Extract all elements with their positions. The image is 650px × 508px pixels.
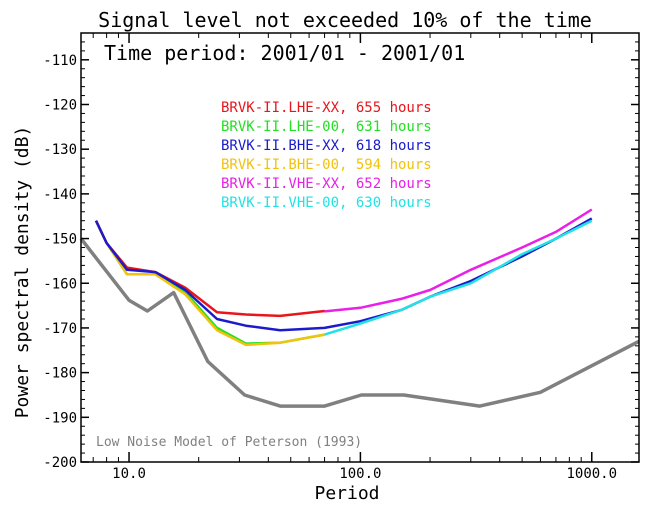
series-line-brvk-ii-vhe-00 — [324, 219, 593, 336]
x-tick-label: 100.0 — [339, 466, 381, 482]
legend-entry: BRVK-II.BHE-XX, 618 hours — [221, 138, 432, 154]
x-tick-label: 1000.0 — [566, 466, 617, 482]
plot-frame — [80, 32, 640, 463]
y-tick-label: -140 — [43, 187, 77, 203]
series-line-brvk-ii-vhe-xx — [324, 208, 593, 313]
plot-area — [79, 208, 640, 408]
series-line-brvk-ii-lhe-00 — [94, 220, 325, 345]
legend-entry: BRVK-II.BHE-00, 594 hours — [221, 157, 432, 173]
y-tick-label: -110 — [43, 53, 77, 69]
chart-title: Signal level not exceeded 10% of the tim… — [98, 8, 592, 32]
y-tick-label: -180 — [43, 366, 77, 382]
y-axis: -200 -190 -180 -170 -160 -150 -140 -130 -120 -110 — [43, 32, 639, 471]
y-axis-label: Power spectral density (dB) — [12, 126, 33, 419]
legend-entry: BRVK-II.VHE-XX, 652 hours — [221, 176, 432, 192]
series-line-brvk-ii-bhe-00 — [94, 220, 325, 347]
y-tick-label: -130 — [43, 142, 77, 158]
x-tick-label: 10.0 — [112, 466, 146, 482]
y-tick-label: -120 — [43, 98, 77, 114]
chart-subtitle: Time period: 2001/01 - 2001/01 — [104, 41, 465, 65]
legend: BRVK-II.LHE-XX, 655 hours BRVK-II.LHE-00,… — [221, 100, 432, 211]
x-axis: 10.0 100.0 1000.0 — [92, 33, 617, 482]
y-tick-label: -150 — [43, 232, 77, 248]
series-line-brvk-ii-bhe-xx — [94, 217, 593, 332]
x-axis-label: Period — [314, 483, 379, 504]
low-noise-model-label: Low Noise Model of Peterson (1993) — [96, 435, 362, 450]
y-tick-label: -170 — [43, 321, 77, 337]
legend-entry: BRVK-II.LHE-00, 631 hours — [221, 119, 432, 135]
low-noise-model-line — [79, 237, 640, 408]
y-tick-label: -190 — [43, 410, 77, 426]
y-tick-label: -200 — [43, 455, 77, 471]
legend-entry: BRVK-II.VHE-00, 630 hours — [221, 195, 432, 211]
legend-entry: BRVK-II.LHE-XX, 655 hours — [221, 100, 432, 116]
y-tick-label: -160 — [43, 276, 77, 292]
